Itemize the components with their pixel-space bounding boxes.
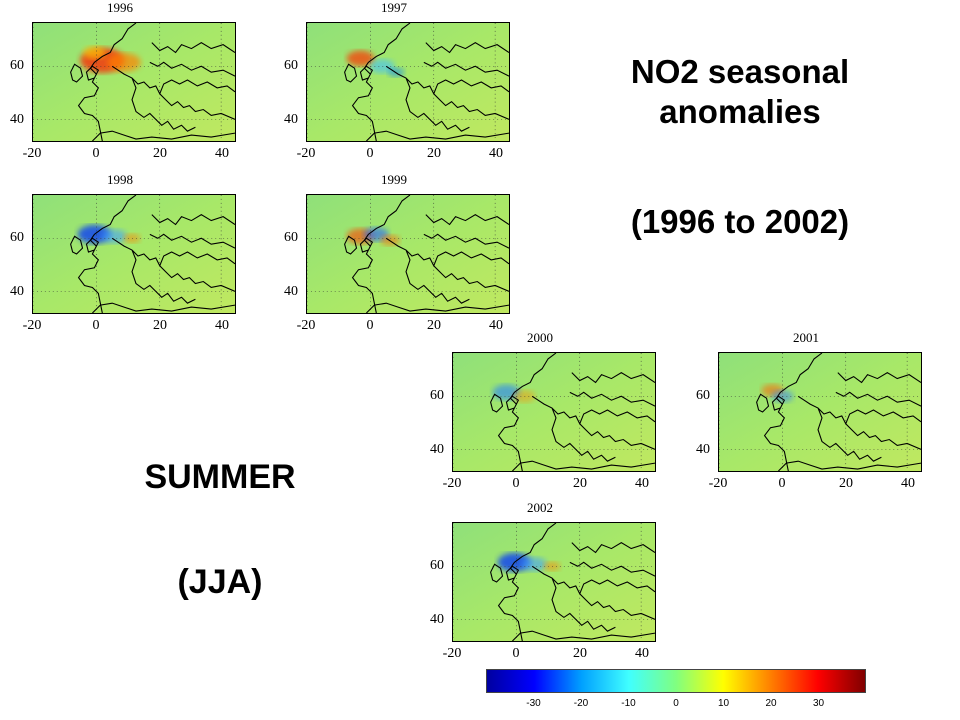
main-title-period: (1996 to 2002)	[630, 203, 850, 240]
latitude-tick-label: 40	[430, 612, 444, 627]
longitude-tick-label: 0	[366, 146, 374, 161]
coastline	[344, 195, 509, 313]
anomaly-hotspot	[123, 233, 141, 243]
main-title-line-2: anomalies	[659, 93, 821, 130]
map-panel-2000: 2000 60 40 -20 0 20 40	[420, 330, 660, 491]
longitude-tick-label: 40	[215, 146, 229, 161]
panel-year-title: 1996	[107, 0, 133, 15]
colorbar-tick-label: -30	[526, 698, 541, 709]
season-months-label: (JJA)	[177, 563, 263, 601]
longitude-tick-label: -20	[442, 646, 462, 661]
latitude-tick-label: 60	[10, 58, 24, 73]
map-panel-1998: 1998 60 40 -20 0 20 40	[0, 172, 240, 333]
latitude-tick-label: 60	[284, 58, 298, 73]
coastline	[490, 523, 655, 641]
longitude-tick-label: -20	[708, 476, 728, 491]
anomaly-hotspot	[513, 389, 536, 403]
longitude-tick-label: 40	[489, 146, 503, 161]
panel-year-title: 2001	[793, 330, 819, 345]
map-panel-1997: 1997 60 40 -20 0 20 40	[274, 0, 514, 161]
anomaly-hotspot	[83, 46, 106, 59]
colorbar	[486, 669, 866, 693]
latitude-tick-label: 40	[284, 284, 298, 299]
coastline	[490, 353, 655, 471]
longitude-tick-label: 20	[839, 476, 853, 491]
latitude-tick-label: 60	[284, 230, 298, 245]
map-panel-1996: 1996 60 40 -20 0 20 40	[0, 0, 240, 161]
anomaly-hotspot	[107, 52, 141, 72]
colorbar-tick-label: 30	[812, 698, 825, 709]
longitude-tick-label: 20	[427, 146, 441, 161]
panel-year-title: 1997	[381, 0, 407, 15]
panel-year-title: 2002	[527, 500, 553, 515]
longitude-tick-label: 0	[92, 146, 100, 161]
colorbar-tick-label: 20	[765, 698, 777, 709]
coastline	[344, 23, 509, 141]
longitude-tick-label: 20	[427, 318, 441, 333]
longitude-tick-label: 0	[92, 318, 100, 333]
longitude-tick-label: -20	[22, 146, 42, 161]
latitude-tick-label: 40	[696, 442, 710, 457]
anomaly-hotspot	[101, 229, 127, 244]
latitude-tick-label: 40	[10, 284, 24, 299]
anomaly-map	[452, 522, 656, 642]
panel-year-title: 1999	[381, 172, 407, 187]
longitude-tick-label: 0	[778, 476, 786, 491]
longitude-tick-label: 40	[635, 646, 649, 661]
latitude-tick-label: 40	[430, 442, 444, 457]
latitude-tick-label: 60	[430, 388, 444, 403]
map-panel-2002: 2002 60 40 -20 0 20 40	[420, 500, 660, 661]
longitude-tick-label: 40	[489, 318, 503, 333]
colorbar-tick-label: -20	[573, 698, 589, 709]
latitude-tick-label: 40	[10, 112, 24, 127]
anomaly-map	[306, 194, 510, 314]
longitude-tick-label: -20	[296, 318, 316, 333]
longitude-tick-label: -20	[442, 476, 462, 491]
anomaly-map	[32, 22, 236, 142]
colorbar-tick-label: 10	[717, 698, 730, 709]
longitude-tick-label: 20	[153, 146, 167, 161]
latitude-tick-label: 60	[696, 388, 710, 403]
anomaly-hotspot	[521, 557, 547, 572]
longitude-tick-label: 40	[901, 476, 915, 491]
panel-year-title: 1998	[107, 172, 133, 187]
anomaly-hotspot	[346, 50, 375, 67]
colorbar-tick-label: 0	[673, 698, 679, 709]
season-label: SUMMER	[144, 458, 296, 496]
map-panel-2001: 2001 60 40 -20 0 20 40	[686, 330, 926, 491]
main-title-line-1: NO2 seasonal	[630, 53, 850, 90]
latitude-tick-label: 60	[10, 230, 24, 245]
longitude-tick-label: 40	[635, 476, 649, 491]
longitude-tick-label: 0	[512, 476, 520, 491]
colorbar-tick-label: -10	[621, 698, 636, 709]
longitude-tick-label: -20	[22, 318, 42, 333]
longitude-tick-label: -20	[296, 146, 316, 161]
longitude-tick-label: 40	[215, 318, 229, 333]
panel-year-title: 2000	[527, 330, 553, 345]
longitude-tick-label: 0	[366, 318, 374, 333]
latitude-tick-label: 40	[284, 112, 298, 127]
longitude-tick-label: 20	[573, 476, 587, 491]
longitude-tick-label: 20	[153, 318, 167, 333]
longitude-tick-label: 20	[573, 646, 587, 661]
coastline	[70, 23, 235, 141]
latitude-tick-label: 60	[430, 558, 444, 573]
longitude-tick-label: 0	[512, 646, 520, 661]
coastline	[756, 353, 921, 471]
anomaly-map	[452, 352, 656, 472]
anomaly-map	[32, 194, 236, 314]
anomaly-map	[718, 352, 922, 472]
coastline	[70, 195, 235, 313]
map-panel-1999: 1999 60 40 -20 0 20 40	[274, 172, 514, 333]
anomaly-hotspot	[380, 234, 400, 246]
anomaly-map	[306, 22, 510, 142]
